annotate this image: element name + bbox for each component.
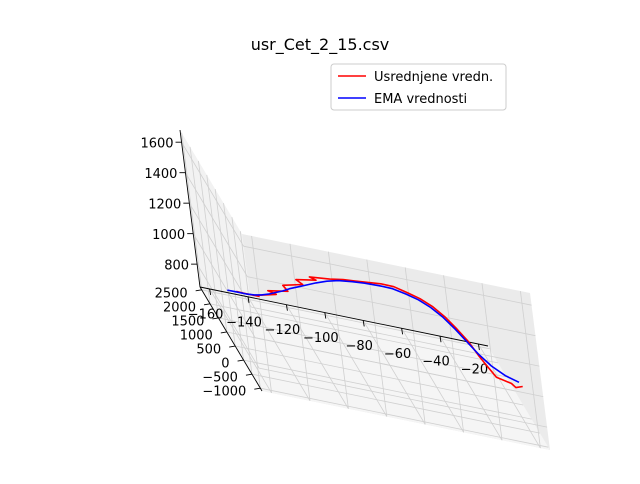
grid-line-y — [181, 132, 203, 290]
grid-line-z — [185, 172, 248, 277]
y-tick-mark — [254, 387, 261, 390]
y-tick-label: 1000 — [180, 328, 213, 343]
legend-box — [330, 63, 507, 111]
x-tick-mark — [324, 312, 327, 319]
grid-line-y — [243, 359, 532, 420]
legend-label: EMA vrednosti — [374, 92, 467, 107]
grid-line-z — [181, 141, 244, 247]
y-tick-label: 2000 — [163, 300, 196, 315]
y-tick-mark — [237, 359, 244, 362]
grid-line-y — [198, 160, 219, 318]
grid-line-y — [260, 387, 549, 448]
grid-line-z — [247, 276, 536, 337]
z-tick-label: 1400 — [144, 167, 177, 182]
y-tick-label: 500 — [196, 343, 221, 358]
grid-line-y — [189, 146, 211, 304]
grid-line-z — [192, 233, 256, 338]
grid-line-z — [251, 306, 540, 367]
x-tick-label: −120 — [265, 323, 301, 338]
legend-label: Usrednjene vredn. — [374, 70, 493, 85]
y-tick-mark — [203, 303, 211, 306]
x-tick-label: −60 — [384, 347, 411, 362]
y-tick-label: 0 — [221, 357, 229, 372]
y-tick-label: −500 — [202, 371, 238, 386]
series-line — [236, 276, 523, 389]
data-series — [227, 276, 523, 389]
x-tick-mark — [247, 296, 250, 303]
grid-line-z — [188, 202, 252, 308]
series-line — [227, 279, 520, 384]
grid-line-y — [214, 188, 236, 347]
x-tick-mark — [477, 343, 480, 351]
grid-line-y — [201, 289, 490, 350]
y-tick-mark — [245, 373, 253, 376]
grid-line-y — [209, 303, 499, 364]
grid-line-y — [218, 317, 507, 378]
grid-line-y — [235, 345, 524, 406]
grid-line-y — [251, 373, 541, 434]
x-tick-mark — [209, 288, 212, 296]
legend: Usrednjene vredn. EMA vrednosti — [330, 63, 507, 111]
grid-line-z — [243, 245, 532, 306]
y-axis-line — [199, 286, 263, 392]
y-tick-mark — [212, 317, 219, 320]
grid-line-y — [206, 174, 228, 333]
grid-line-x — [439, 335, 503, 441]
x-tick-label: −20 — [461, 363, 488, 378]
chart-title: usr_Cet_2_15.csv — [251, 35, 390, 55]
grid-line-x — [324, 312, 388, 417]
y-tick-label: 1500 — [171, 314, 204, 329]
y-tick-mark — [220, 331, 227, 334]
grid-line-x — [401, 328, 464, 433]
grid-line-x — [286, 304, 349, 409]
axis-panes — [180, 130, 550, 450]
x-tick-mark — [285, 304, 288, 311]
grid-line-z — [196, 263, 260, 369]
z-tick-label: 800 — [164, 259, 189, 274]
tick-labels: −160−140−120−100−80−60−40−20−1000−500050… — [140, 137, 488, 400]
grid-line-y — [223, 203, 244, 361]
grid-line-x — [520, 290, 541, 449]
grid-line-z — [259, 367, 548, 428]
z-tick-label: 1600 — [140, 137, 173, 152]
y-tick-label: −1000 — [202, 385, 246, 400]
z-tick-label: 1000 — [152, 228, 185, 243]
grid-line-z — [255, 337, 544, 398]
x-tick-label: −80 — [345, 339, 372, 354]
x-tick-label: −40 — [422, 355, 449, 370]
grid-line-x — [247, 296, 311, 402]
grid-line-x — [209, 288, 272, 394]
x-tick-mark — [439, 336, 442, 343]
x-tick-mark — [401, 328, 404, 335]
z-tick-label: 1200 — [148, 198, 181, 213]
z-axis-line — [179, 129, 201, 288]
x-tick-mark — [362, 320, 365, 327]
y-tick-mark — [195, 289, 202, 292]
grid-line-x — [478, 343, 541, 449]
pane-z-min — [200, 287, 550, 450]
y-tick-label: 2500 — [155, 286, 188, 301]
grid-line-y — [239, 231, 261, 389]
x-tick-label: −140 — [226, 315, 262, 330]
grid-lines — [181, 132, 549, 449]
grid-line-x — [362, 320, 426, 425]
x-tick-label: −100 — [303, 331, 339, 346]
y-tick-mark — [229, 345, 236, 348]
